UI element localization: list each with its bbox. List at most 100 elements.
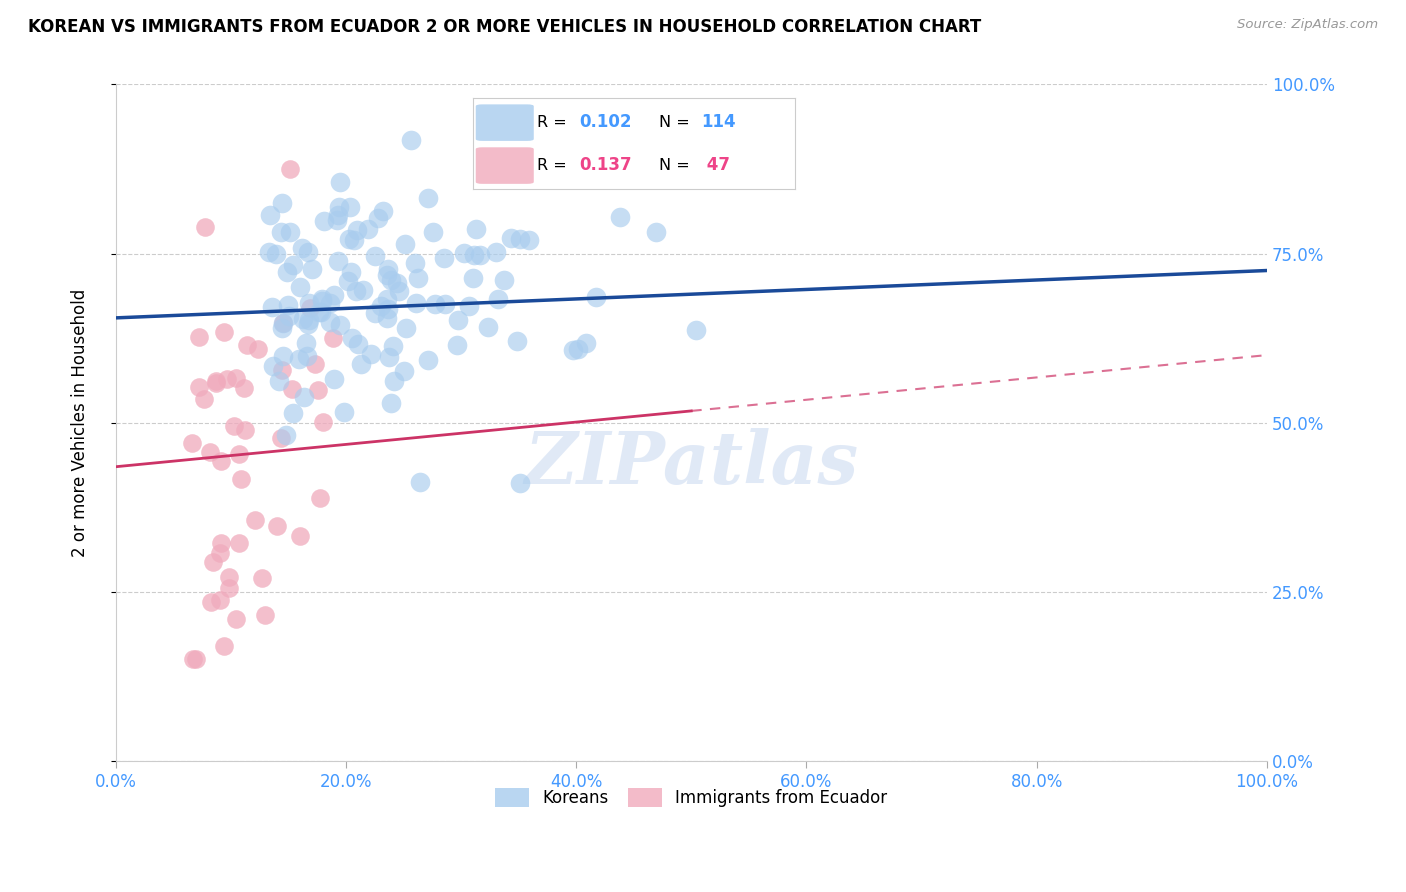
Point: [270, 363, 292, 377]
Point: [399, 133, 422, 147]
Point: [645, 225, 668, 239]
Point: [446, 337, 468, 351]
Point: [394, 236, 416, 251]
Point: [298, 313, 321, 327]
Point: [340, 265, 363, 279]
Point: [328, 200, 350, 214]
Point: [364, 306, 387, 320]
Point: [198, 444, 221, 458]
Point: [337, 231, 360, 245]
Point: [343, 233, 366, 247]
Point: [567, 343, 589, 357]
Point: [257, 244, 280, 259]
Point: [346, 223, 368, 237]
Point: [193, 392, 215, 407]
Point: [270, 431, 292, 445]
Point: [205, 376, 228, 390]
Point: [291, 241, 314, 255]
Point: [233, 423, 256, 437]
Point: [370, 299, 392, 313]
Point: [295, 350, 318, 364]
Point: [377, 268, 399, 282]
Point: [228, 536, 250, 550]
Point: [408, 271, 430, 285]
Point: [416, 191, 439, 205]
Point: [270, 225, 292, 239]
Point: [367, 211, 389, 226]
Point: [202, 556, 225, 570]
Point: [447, 313, 470, 327]
Point: [585, 290, 607, 304]
Point: [609, 210, 631, 224]
Point: [283, 258, 305, 272]
Point: [292, 312, 315, 326]
Point: [311, 294, 333, 309]
Point: [209, 454, 232, 468]
Point: [254, 607, 277, 622]
Point: [360, 347, 382, 361]
Point: [322, 330, 344, 344]
Point: [212, 326, 235, 340]
Point: [463, 248, 485, 262]
Point: [574, 335, 596, 350]
Point: [308, 305, 330, 319]
Point: [517, 234, 540, 248]
Point: [562, 343, 585, 357]
Point: [329, 318, 352, 333]
Point: [453, 246, 475, 260]
Point: [329, 175, 352, 189]
Point: [416, 352, 439, 367]
Point: [277, 298, 299, 312]
Point: [486, 293, 509, 307]
Point: [395, 321, 418, 335]
Point: [209, 547, 232, 561]
Point: [357, 222, 380, 236]
Point: [288, 529, 311, 543]
Point: [350, 357, 373, 371]
Point: [194, 220, 217, 235]
Point: [209, 535, 232, 549]
Point: [215, 371, 238, 385]
Point: [458, 299, 481, 313]
Point: [322, 287, 344, 301]
Point: [477, 319, 499, 334]
Point: [509, 476, 531, 491]
Point: [298, 296, 321, 310]
Point: [326, 253, 349, 268]
Point: [312, 415, 335, 429]
Point: [281, 382, 304, 396]
Point: [271, 320, 294, 334]
Point: [277, 309, 299, 323]
Point: [485, 244, 508, 259]
Point: [375, 310, 398, 325]
Point: [301, 262, 323, 277]
Point: [269, 374, 291, 388]
Point: [339, 200, 361, 214]
Point: [346, 285, 368, 299]
Point: [387, 277, 409, 291]
Point: [463, 270, 485, 285]
Point: [278, 225, 301, 239]
Point: [340, 331, 363, 345]
Point: [333, 405, 356, 419]
Point: [250, 571, 273, 585]
Point: [297, 317, 319, 331]
Point: [225, 371, 247, 385]
Point: [288, 351, 311, 366]
Point: [433, 297, 456, 311]
Point: [409, 475, 432, 489]
Point: [200, 595, 222, 609]
Text: Source: ZipAtlas.com: Source: ZipAtlas.com: [1237, 18, 1378, 31]
Point: [382, 374, 405, 388]
Point: [271, 349, 294, 363]
Point: [232, 381, 254, 395]
Point: [505, 334, 527, 348]
Point: [380, 396, 402, 410]
Point: [337, 274, 360, 288]
Point: [280, 162, 302, 177]
Point: [184, 652, 207, 666]
Point: [468, 248, 491, 262]
Point: [377, 262, 399, 277]
Text: KOREAN VS IMMIGRANTS FROM ECUADOR 2 OR MORE VEHICLES IN HOUSEHOLD CORRELATION CH: KOREAN VS IMMIGRANTS FROM ECUADOR 2 OR M…: [28, 18, 981, 36]
Point: [378, 350, 401, 364]
